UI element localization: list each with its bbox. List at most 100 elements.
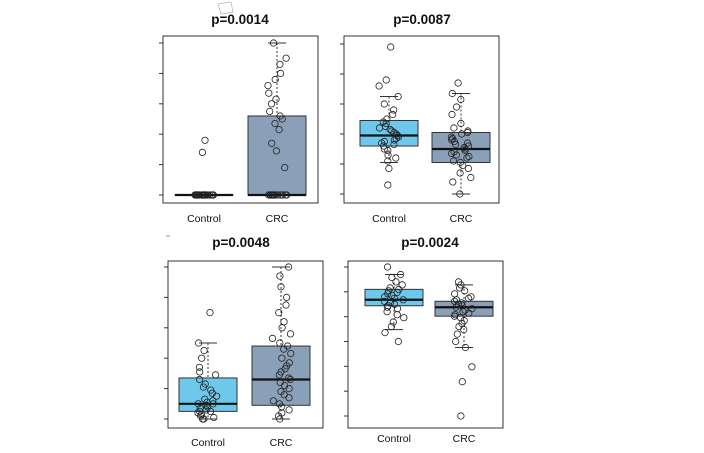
data-point [384,181,392,189]
data-point [389,110,397,119]
data-point [458,299,466,307]
data-point [450,124,458,132]
data-point [463,154,471,162]
data-point [201,380,209,388]
data-point [464,164,472,173]
data-point [452,103,461,111]
panel-3: p=0.0048 Control CRC [164,235,324,449]
data-point [390,140,398,149]
data-point [272,95,280,103]
data-point [453,330,461,338]
panel-3-points [194,263,295,423]
data-point [269,397,277,405]
data-point [196,404,204,412]
data-point [276,272,284,280]
data-point [282,301,290,309]
data-point [456,158,464,167]
data-point [456,190,464,198]
panel-1-title: p=0.0014 [211,12,269,27]
panel-2-xtick-crc: CRC [450,213,473,225]
data-point [277,387,285,396]
data-point [465,152,473,161]
data-point [268,191,276,199]
data-point [468,363,476,371]
panel-1-y-ticks [159,42,163,196]
box [247,115,307,196]
data-point [285,359,293,367]
data-point [286,375,294,384]
data-point [264,191,273,199]
data-point [198,148,206,156]
panel-2-title: p=0.0087 [393,12,450,27]
data-point [468,305,476,313]
corner-artifact [217,1,234,15]
data-point [270,191,278,199]
data-point [269,39,278,47]
data-point [268,334,277,342]
panel-4-frame [347,260,504,429]
data-point [284,263,293,271]
panel-1-boxes [174,42,307,197]
panel-1-frame [162,35,319,204]
data-point [450,148,458,156]
panel-2-frame [343,35,500,204]
data-point [392,278,400,286]
data-point [386,284,394,292]
data-point [278,354,286,362]
panel-1: p=0.0014 Control CRC [159,12,319,225]
data-point [201,395,209,403]
panel-1-xtick-crc: CRC [266,213,289,225]
data-point [383,263,392,271]
data-point [395,285,403,293]
data-point [195,375,204,384]
data-point [450,290,459,298]
panel-4-xtick-control: Control [377,433,411,445]
data-point [452,337,460,346]
data-point [277,283,285,291]
data-point [463,139,472,147]
data-point [276,378,284,387]
data-point [398,281,406,289]
panel-3-frame [167,260,324,429]
data-point [276,60,284,68]
data-point [456,169,464,177]
data-point [275,308,283,317]
panel-4-title: p=0.0024 [401,235,459,250]
data-point [460,143,468,152]
panel-2-points [375,43,475,198]
data-point [461,343,469,352]
data-point [212,371,220,379]
data-point [199,191,207,199]
data-point [464,142,472,150]
data-point [281,191,290,199]
data-point [447,133,455,141]
data-point [283,342,292,350]
data-point [198,354,206,362]
data-point [393,311,401,319]
data-point [210,413,218,422]
data-point [381,328,389,337]
data-point [287,349,295,358]
data-point [387,322,395,331]
data-point [384,157,392,165]
data-point [206,308,214,317]
data-point [271,120,279,128]
data-point [458,302,466,310]
data-point [286,330,295,338]
data-point [278,191,287,199]
panel-3-boxes [178,266,311,420]
data-point [392,154,400,162]
panel-3-xtick-crc: CRC [270,437,293,449]
data-point [285,374,293,382]
panel-3-xtick-control: Control [191,437,225,449]
data-point [200,346,208,355]
data-point [457,119,465,128]
data-point [464,294,473,302]
data-point [380,100,388,108]
data-point [275,400,283,408]
data-point [448,89,456,98]
panel-2-y-ticks [340,43,344,195]
panel-3-title: p=0.0048 [212,235,270,250]
data-point [268,139,276,147]
data-point [195,339,203,347]
